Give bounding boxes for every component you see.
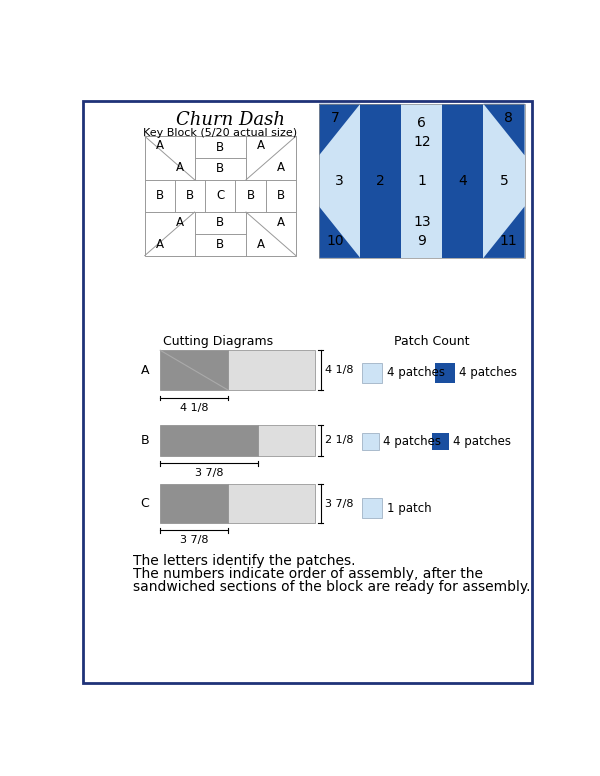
Text: 12: 12 bbox=[413, 135, 431, 150]
Polygon shape bbox=[319, 206, 360, 258]
Bar bbox=[319, 206, 360, 258]
Text: C: C bbox=[140, 497, 149, 510]
Bar bbox=[362, 362, 382, 383]
Text: 2 1/8: 2 1/8 bbox=[325, 435, 353, 445]
Text: A: A bbox=[156, 140, 164, 152]
Text: The letters identify the patches.: The letters identify the patches. bbox=[133, 554, 356, 568]
Bar bbox=[229, 350, 315, 390]
Bar bbox=[160, 484, 229, 523]
Text: A: A bbox=[257, 140, 265, 152]
Bar bbox=[360, 104, 401, 258]
Polygon shape bbox=[319, 104, 360, 155]
Bar bbox=[442, 104, 484, 258]
Text: 6: 6 bbox=[418, 116, 426, 130]
Text: 5: 5 bbox=[500, 174, 508, 188]
Text: B: B bbox=[216, 217, 224, 230]
Text: 4: 4 bbox=[458, 174, 467, 188]
Text: C: C bbox=[216, 189, 224, 203]
Text: 4 patches: 4 patches bbox=[453, 435, 511, 448]
Bar bbox=[431, 433, 449, 449]
Text: 4 patches: 4 patches bbox=[460, 366, 517, 379]
Text: 2: 2 bbox=[376, 174, 385, 188]
Text: sandwiched sections of the block are ready for assembly.: sandwiched sections of the block are rea… bbox=[133, 580, 530, 594]
Bar bbox=[360, 155, 484, 206]
Text: B: B bbox=[216, 162, 224, 175]
Text: 1 patch: 1 patch bbox=[386, 501, 431, 514]
Text: 4 patches: 4 patches bbox=[386, 366, 445, 379]
Polygon shape bbox=[484, 104, 524, 155]
Text: Churn Dash: Churn Dash bbox=[176, 111, 284, 129]
Text: B: B bbox=[156, 189, 164, 203]
Text: A: A bbox=[257, 238, 265, 251]
Polygon shape bbox=[319, 206, 360, 258]
Text: 11: 11 bbox=[499, 234, 517, 248]
Text: 3 7/8: 3 7/8 bbox=[325, 498, 353, 508]
Bar bbox=[360, 104, 484, 155]
Text: A: A bbox=[176, 217, 184, 230]
Text: 8: 8 bbox=[503, 111, 512, 125]
Bar bbox=[145, 137, 296, 255]
Text: The numbers indicate order of assembly, after the: The numbers indicate order of assembly, … bbox=[133, 567, 483, 581]
Text: B: B bbox=[216, 238, 224, 251]
Text: B: B bbox=[216, 140, 224, 154]
Polygon shape bbox=[484, 104, 524, 155]
Bar bbox=[160, 350, 229, 390]
Bar bbox=[434, 362, 455, 383]
Bar bbox=[442, 155, 484, 206]
Bar bbox=[319, 104, 360, 155]
Polygon shape bbox=[484, 206, 524, 258]
Text: 3 7/8: 3 7/8 bbox=[180, 535, 209, 545]
Bar bbox=[319, 104, 524, 258]
Text: Cutting Diagrams: Cutting Diagrams bbox=[163, 334, 274, 348]
Text: A: A bbox=[176, 161, 184, 174]
Text: 9: 9 bbox=[418, 234, 426, 248]
Bar bbox=[484, 206, 524, 258]
Bar bbox=[258, 425, 315, 456]
Text: 7: 7 bbox=[331, 111, 340, 125]
Bar bbox=[319, 104, 524, 258]
Text: B: B bbox=[140, 434, 149, 447]
Text: Patch Count: Patch Count bbox=[394, 334, 469, 348]
Text: A: A bbox=[277, 161, 285, 174]
Text: B: B bbox=[247, 189, 254, 203]
Bar bbox=[160, 425, 258, 456]
Text: A: A bbox=[277, 217, 285, 230]
Text: B: B bbox=[186, 189, 194, 203]
Bar bbox=[401, 206, 442, 258]
Bar bbox=[362, 498, 382, 518]
Text: A: A bbox=[140, 364, 149, 377]
Bar bbox=[362, 433, 379, 449]
Text: 4 patches: 4 patches bbox=[383, 435, 442, 448]
Text: 3 7/8: 3 7/8 bbox=[195, 468, 223, 478]
Text: 10: 10 bbox=[327, 234, 344, 248]
Text: 4 1/8: 4 1/8 bbox=[325, 365, 353, 376]
Text: 4 1/8: 4 1/8 bbox=[180, 403, 209, 413]
Bar bbox=[401, 104, 442, 155]
Bar bbox=[360, 206, 484, 258]
Text: Key Block (5/20 actual size): Key Block (5/20 actual size) bbox=[143, 128, 297, 138]
Bar bbox=[360, 155, 401, 206]
Text: B: B bbox=[277, 189, 285, 203]
Text: A: A bbox=[156, 238, 164, 251]
Bar bbox=[229, 484, 315, 523]
Text: 13: 13 bbox=[413, 215, 431, 229]
Polygon shape bbox=[484, 206, 524, 258]
Polygon shape bbox=[319, 104, 360, 155]
Bar bbox=[484, 104, 524, 155]
Text: 3: 3 bbox=[335, 174, 344, 188]
Text: 1: 1 bbox=[418, 174, 426, 188]
